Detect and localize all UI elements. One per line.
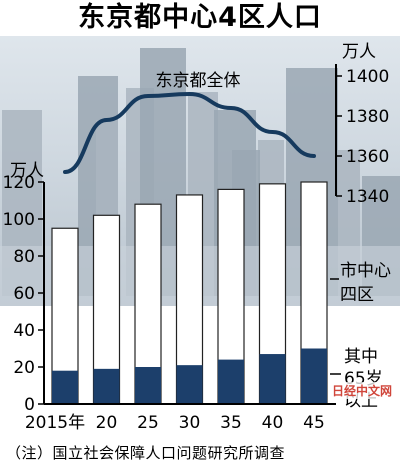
- right-unit-label: 万人: [342, 42, 376, 62]
- left-tick-label: 60: [13, 284, 35, 304]
- elderly-bar: [301, 348, 327, 404]
- legend-elderly-label: 其中 65岁 以上: [344, 347, 388, 411]
- left-axis-ticks: 0 20 40 60 80 100 120: [3, 173, 44, 415]
- x-axis-ticks: 2015年 20 25 30 35 40 45: [25, 413, 325, 433]
- chart-title: 东京都中心4区人口: [78, 2, 322, 33]
- left-unit-label: 万人: [10, 161, 44, 181]
- elderly-bar: [135, 367, 161, 404]
- right-tick-label: 1380: [346, 107, 389, 127]
- elderly-bar: [93, 368, 120, 404]
- left-tick-label: 120: [3, 173, 35, 193]
- right-tick-label: 1360: [346, 147, 389, 167]
- right-axis-ticks: 1340 1360 1380 1400: [336, 67, 389, 207]
- elderly-bar: [52, 370, 78, 404]
- x-tick-label: 45: [303, 413, 325, 433]
- x-tick-label: 35: [220, 413, 242, 433]
- line-series-label: 东京都全体: [156, 71, 241, 91]
- x-tick-label: 40: [262, 413, 284, 433]
- x-tick-label: 30: [179, 413, 201, 433]
- legend-total-label: 市中心 四区: [340, 261, 396, 305]
- elderly-bar: [218, 359, 244, 404]
- left-tick-label: 100: [3, 210, 35, 230]
- left-tick-label: 20: [13, 358, 35, 378]
- tokyo-total-line: [63, 91, 316, 174]
- footnote: （注）国立社会保障人口问题研究所调查: [6, 444, 286, 462]
- x-tick-label: 2015年: [25, 413, 85, 433]
- left-tick-label: 0: [24, 395, 35, 415]
- watermark-logo: 日经中文网: [330, 382, 395, 399]
- left-tick-label: 40: [13, 321, 35, 341]
- elderly-bar: [176, 365, 203, 404]
- x-tick-label: 20: [96, 413, 118, 433]
- bars-layer: [51, 181, 328, 405]
- right-tick-label: 1340: [346, 187, 389, 207]
- right-tick-label: 1400: [346, 67, 389, 87]
- elderly-bar: [259, 354, 286, 404]
- x-tick-label: 25: [137, 413, 159, 433]
- left-tick-label: 80: [13, 247, 35, 267]
